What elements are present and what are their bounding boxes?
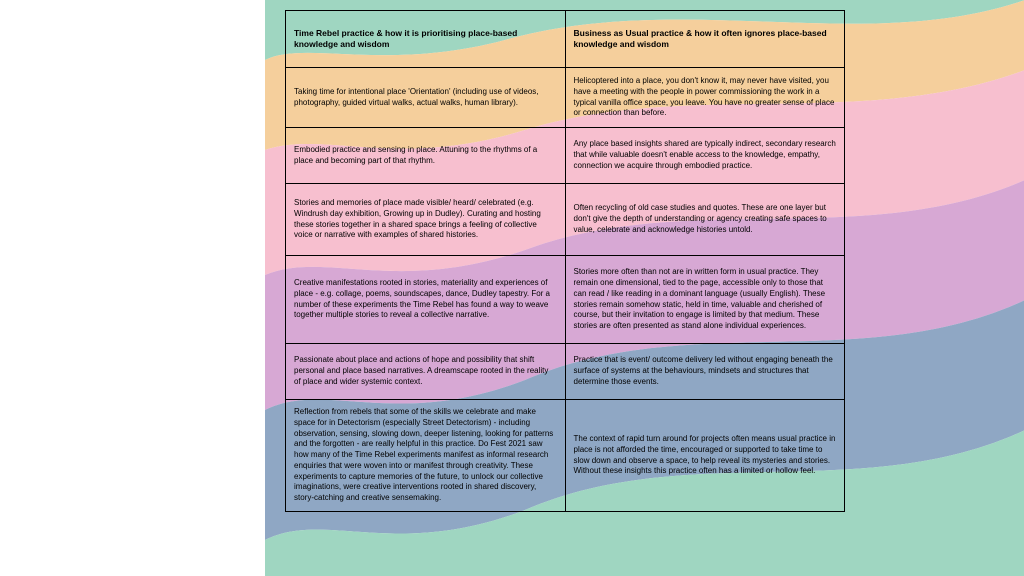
cell-right: The context of rapid turn around for pro… [565,400,845,512]
cell-right: Any place based insights shared are typi… [565,128,845,184]
cell-left: Taking time for intentional place 'Orien… [286,68,566,128]
cell-left: Passionate about place and actions of ho… [286,344,566,400]
cell-right: Often recycling of old case studies and … [565,184,845,256]
table-row: Embodied practice and sensing in place. … [286,128,845,184]
table-body: Taking time for intentional place 'Orien… [286,68,845,512]
cell-left: Embodied practice and sensing in place. … [286,128,566,184]
table-row: Reflection from rebels that some of the … [286,400,845,512]
table-row: Taking time for intentional place 'Orien… [286,68,845,128]
column-header-time-rebel: Time Rebel practice & how it is prioriti… [286,11,566,68]
cell-left: Creative manifestations rooted in storie… [286,256,566,344]
table-row: Stories and memories of place made visib… [286,184,845,256]
cell-left: Stories and memories of place made visib… [286,184,566,256]
table-row: Creative manifestations rooted in storie… [286,256,845,344]
cell-right: Helicoptered into a place, you don't kno… [565,68,845,128]
table-header-row: Time Rebel practice & how it is prioriti… [286,11,845,68]
cell-right: Stories more often than not are in writt… [565,256,845,344]
table-row: Passionate about place and actions of ho… [286,344,845,400]
column-header-business-as-usual: Business as Usual practice & how it ofte… [565,11,845,68]
cell-left: Reflection from rebels that some of the … [286,400,566,512]
page-canvas: Time Rebel practice & how it is prioriti… [0,0,1024,576]
comparison-table-wrap: Time Rebel practice & how it is prioriti… [285,10,845,566]
cell-right: Practice that is event/ outcome delivery… [565,344,845,400]
comparison-table: Time Rebel practice & how it is prioriti… [285,10,845,512]
